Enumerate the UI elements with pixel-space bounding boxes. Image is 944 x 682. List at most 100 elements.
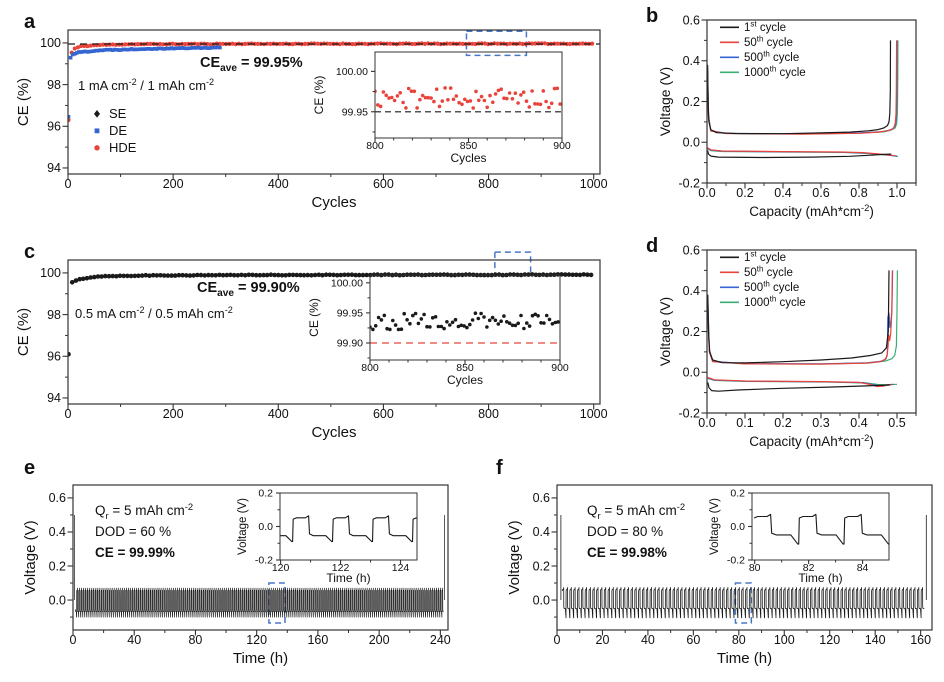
y-tick-label: 98	[47, 78, 61, 92]
y-axis: -0.2 0.0 0.2 0.4 0.6 Voltage (V)	[657, 13, 707, 190]
y-tick-label: -0.2	[678, 406, 700, 420]
y-axis: 99.90 99.95 100.00 CE (%)	[307, 277, 370, 359]
y-tick-label: 0.6	[49, 491, 66, 505]
annotation: 1 mA cm-2 / 1 mAh cm-2	[78, 77, 214, 93]
x-tick-label: 0.3	[812, 416, 829, 430]
legend-label: 1000th cycle	[744, 65, 806, 79]
y-axis-title: Voltage (V)	[237, 498, 249, 555]
series-1st-discharge	[707, 382, 891, 392]
series-area	[280, 515, 417, 543]
x-axis-title: Time (h)	[326, 571, 370, 585]
series-area	[560, 515, 927, 619]
y-axis-title: Voltage (V)	[506, 520, 523, 594]
panel-label-b: b	[646, 5, 659, 27]
y-axis: -0.2 0.0 0.2 Voltage (V)	[709, 488, 752, 567]
y-axis: 94 96 98 100 CE (%)	[15, 266, 68, 405]
x-tick-label: 0	[65, 407, 72, 421]
x-tick-label: 60	[686, 633, 700, 647]
x-tick-label: 84	[857, 562, 869, 574]
x-tick-label: 1000	[580, 177, 608, 191]
x-tick-label: 0.4	[850, 416, 867, 430]
series-50th-discharge	[707, 376, 893, 388]
x-tick-label: 0	[70, 633, 77, 647]
y-axis: 94 96 98 100 CE (%)	[15, 36, 68, 175]
annotation: DOD = 80 %	[587, 524, 663, 539]
legend-label: DE	[109, 123, 127, 138]
legend-label: HDE	[109, 140, 137, 155]
x-tick-label: 0.8	[850, 186, 867, 200]
x-tick-label: 80	[749, 562, 761, 574]
annotation: Qr = 5 mAh cm-2	[95, 501, 193, 521]
y-tick-label: 99.90	[337, 338, 363, 350]
y-axis-title: Voltage (V)	[22, 520, 39, 594]
inset: 800 850 900 Cycles 99.90 99.95 100.00 CE (%)	[307, 274, 569, 387]
x-tick-label: 0.1	[736, 416, 753, 430]
y-axis-title: CE (%)	[15, 78, 32, 126]
legend-label: 50th cycle	[744, 265, 793, 279]
x-axis-title: Cycles	[311, 194, 356, 211]
x-tick-label: 600	[373, 407, 394, 421]
x-axis: 120 122 124 Time (h)	[272, 560, 409, 585]
series-1st-discharge	[707, 150, 892, 159]
x-tick-label: 900	[551, 362, 569, 374]
y-tick-label: 100	[40, 36, 61, 50]
x-axis-title: Time (h)	[798, 571, 842, 585]
x-axis: 80 82 84 Time (h)	[749, 560, 869, 585]
x-axis: 800 850 900 Cycles	[366, 138, 571, 165]
y-tick-label: 0.0	[683, 136, 700, 150]
x-tick-label: 850	[456, 362, 474, 374]
x-tick-label: 800	[478, 407, 499, 421]
x-axis: 800 850 900 Cycles	[361, 360, 569, 387]
x-tick-label: 400	[268, 177, 289, 191]
y-tick-label: 96	[47, 120, 61, 134]
highlight-region	[494, 251, 532, 276]
legend-label: 1st cycle	[744, 20, 786, 34]
x-tick-label: 850	[460, 140, 478, 152]
x-tick-label: 20	[596, 633, 610, 647]
series-cycling	[560, 515, 927, 619]
legend-label: 500th cycle	[744, 50, 799, 64]
x-tick-label: 122	[332, 562, 350, 574]
x-tick-label: 120	[272, 562, 290, 574]
y-tick-label: 98	[47, 308, 61, 322]
y-tick-label: 0.4	[683, 54, 700, 68]
x-axis: 0 20 40 60 80 100 120 140 160 Time (h)	[554, 630, 931, 667]
plot-border	[67, 29, 601, 175]
y-tick-label: 0.2	[533, 559, 550, 573]
x-tick-label: 240	[430, 633, 451, 647]
inset: 120 122 124 Time (h) -0.2 0.0 0.2 Voltage (V)	[237, 488, 418, 585]
series-area	[707, 270, 898, 392]
x-tick-label: 0.2	[774, 416, 791, 430]
panel-c: 0 200 400 600 800 1000 Cycles 94 96 98 100 CE (%) CE…	[15, 251, 608, 441]
y-axis-title: Voltage (V)	[709, 498, 721, 555]
x-tick-label: 1000	[580, 407, 608, 421]
legend-label: 1st cycle	[744, 250, 786, 264]
series-1st-charge	[707, 40, 892, 135]
y-tick-label: 0.6	[533, 491, 550, 505]
legend-label: 500th cycle	[744, 280, 799, 294]
y-axis: 99.95 100.00 CE (%)	[312, 66, 375, 133]
x-tick-label: 200	[163, 407, 184, 421]
series-area	[370, 311, 560, 344]
inset: 800 850 900 Cycles 99.95 100.00 CE (%)	[312, 51, 571, 165]
x-axis-title: Capacity (mAh*cm-2)	[749, 432, 874, 449]
legend-label: 1000th cycle	[744, 295, 806, 309]
x-tick-label: 160	[910, 633, 931, 647]
y-axis-title: CE (%)	[312, 76, 326, 115]
y-tick-label: -0.2	[678, 176, 700, 190]
series-cycling-zoom	[280, 515, 417, 543]
x-tick-label: 0.5	[888, 416, 905, 430]
annotation: CEave = 99.90%	[197, 280, 300, 299]
y-tick-label: 0.0	[683, 366, 700, 380]
y-axis-title: CE (%)	[15, 308, 32, 356]
x-tick-label: 800	[478, 177, 499, 191]
y-tick-label: 0.0	[258, 521, 273, 533]
series-area	[375, 86, 562, 113]
y-tick-label: 0.6	[683, 13, 700, 27]
x-tick-label: 1.0	[888, 186, 905, 200]
panel-b: 0.0 0.2 0.4 0.6 0.8 1.0 Capacity (mAh*cm-2) -0.…	[657, 13, 917, 219]
x-tick-label: 120	[819, 633, 840, 647]
